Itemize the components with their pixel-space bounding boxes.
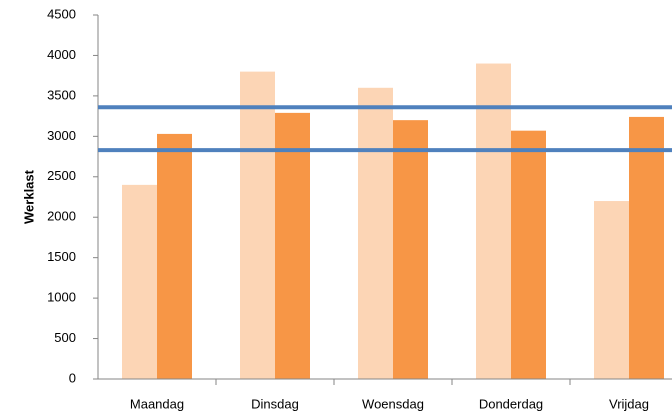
bar <box>122 184 157 379</box>
bar <box>358 87 393 380</box>
x-tick-label: Donderdag <box>479 396 543 411</box>
bar <box>511 130 546 379</box>
x-tick-label: Dinsdag <box>251 396 299 411</box>
y-tick-label: 3500 <box>47 87 76 102</box>
y-tick-label: 1000 <box>47 290 76 305</box>
bar <box>476 63 511 380</box>
y-tick-label: 4000 <box>47 47 76 62</box>
x-tick-label: Woensdag <box>362 396 424 411</box>
y-tick-label: 2000 <box>47 209 76 224</box>
x-tick-label: Vrijdag <box>609 396 649 411</box>
bar <box>629 116 664 380</box>
bar <box>393 120 428 380</box>
y-tick-label: 500 <box>54 330 76 345</box>
bar <box>240 71 275 379</box>
y-tick-label: 3000 <box>47 128 76 143</box>
y-tick-label: 2500 <box>47 168 76 183</box>
y-tick-label: 0 <box>69 370 76 385</box>
bar <box>275 112 310 380</box>
y-axis-title: Werklast <box>21 169 36 224</box>
bar <box>157 133 192 379</box>
bar <box>594 201 629 379</box>
x-tick-label: Maandag <box>130 396 184 411</box>
y-tick-label: 1500 <box>47 249 76 264</box>
y-tick-label: 4500 <box>47 6 76 21</box>
